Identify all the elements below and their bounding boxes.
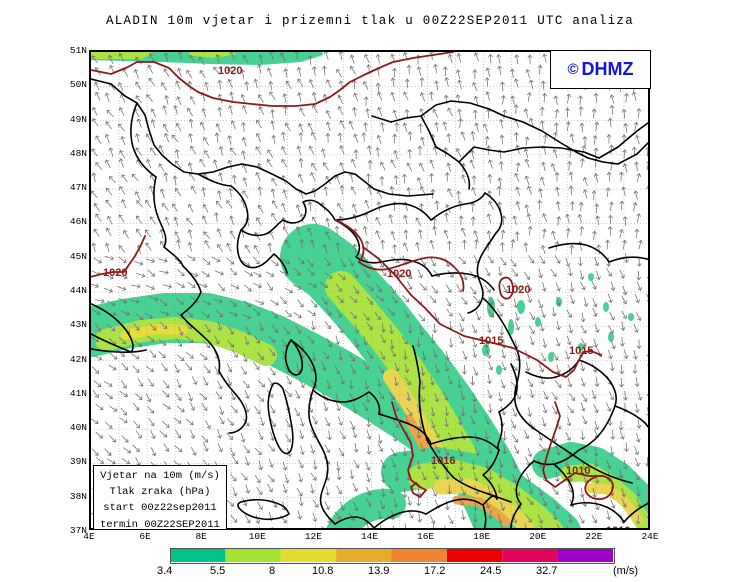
- svg-text:1010: 1010: [606, 525, 630, 530]
- svg-text:1020: 1020: [387, 268, 411, 280]
- svg-text:1020: 1020: [218, 65, 242, 77]
- svg-text:1020: 1020: [506, 284, 530, 296]
- svg-text:1015: 1015: [479, 335, 503, 347]
- svg-text:1016: 1016: [431, 455, 455, 467]
- svg-text:1010: 1010: [566, 465, 590, 477]
- svg-text:1020: 1020: [103, 267, 127, 279]
- svg-text:1015: 1015: [569, 345, 593, 357]
